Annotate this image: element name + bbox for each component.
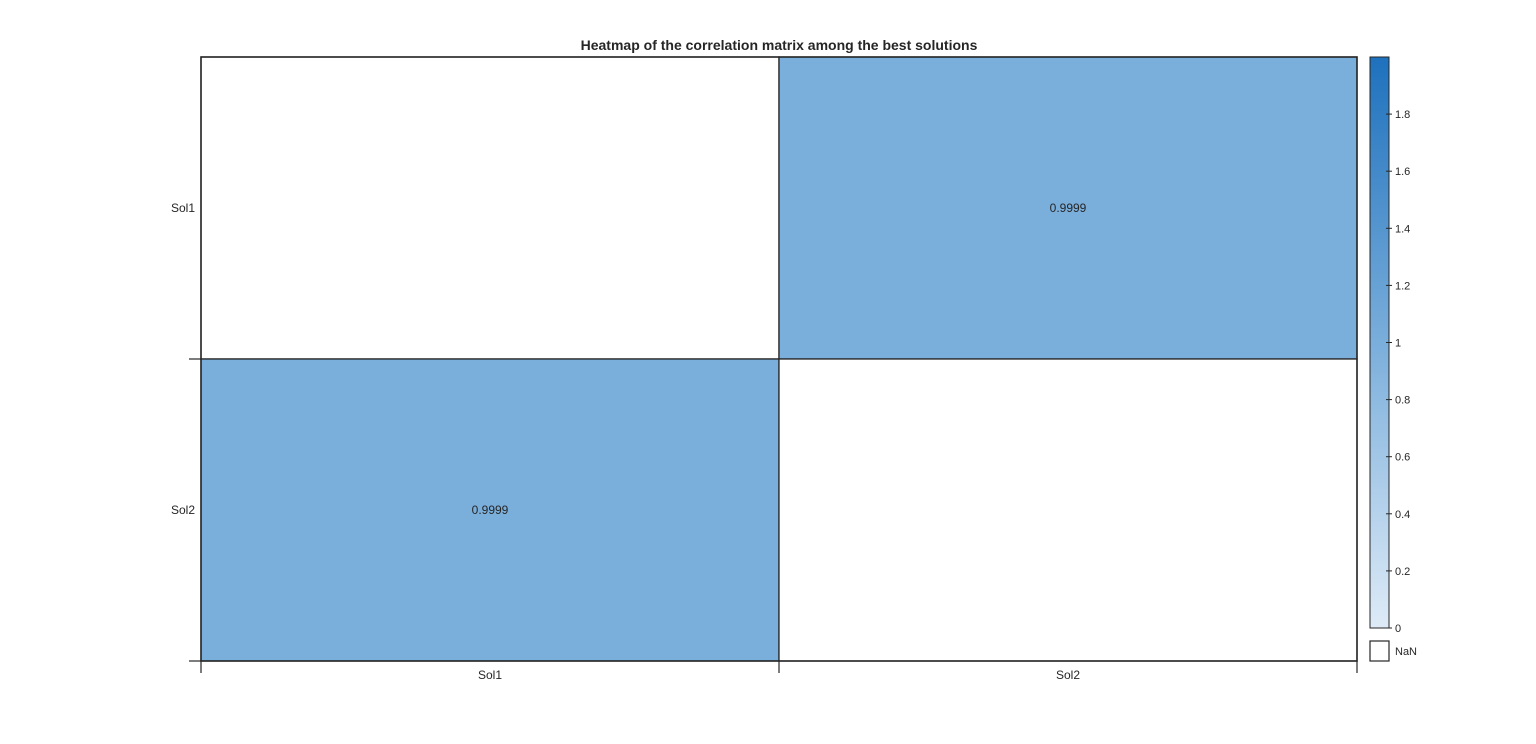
y-tick-label: Sol2: [171, 503, 195, 517]
colorbar-tick-label: 1: [1395, 338, 1401, 350]
chart-title: Heatmap of the correlation matrix among …: [581, 37, 978, 53]
heatmap-cells: 0.9999 0.9999: [200, 56, 1358, 662]
y-tick-label: Sol1: [171, 201, 195, 215]
colorbar-tick-label: 0: [1395, 623, 1401, 635]
cell-value-label: 0.9999: [1050, 201, 1087, 215]
heatmap-cell: [778, 56, 1358, 360]
nan-label: NaN: [1395, 646, 1417, 658]
heatmap-cell: [200, 358, 780, 662]
colorbar-tick-label: 0.2: [1395, 566, 1410, 578]
x-tick-label: Sol1: [478, 668, 502, 682]
x-tick-label: Sol2: [1056, 668, 1080, 682]
colorbar-tick-label: 1.4: [1395, 223, 1410, 235]
colorbar-tick-label: 1.8: [1395, 109, 1410, 121]
colorbar-tick-label: 0.6: [1395, 452, 1410, 464]
colorbar-tick-label: 0.4: [1395, 509, 1410, 521]
colorbar-tick-label: 1.2: [1395, 280, 1410, 292]
heatmap-cell: [200, 56, 780, 360]
colorbar-tick-label: 0.8: [1395, 395, 1410, 407]
nan-swatch: [1369, 640, 1390, 662]
cell-value-label: 0.9999: [472, 503, 509, 517]
heatmap-axes: Sol1 Sol2 Sol1 Sol2: [171, 56, 1358, 682]
colorbar: 0 0.2 0.4 0.6 0.8 1 1.2 1.4 1.6 1.8 NaN: [1369, 56, 1417, 662]
colorbar-tick-label: 1.6: [1395, 166, 1410, 178]
heatmap-cell: [778, 358, 1358, 662]
